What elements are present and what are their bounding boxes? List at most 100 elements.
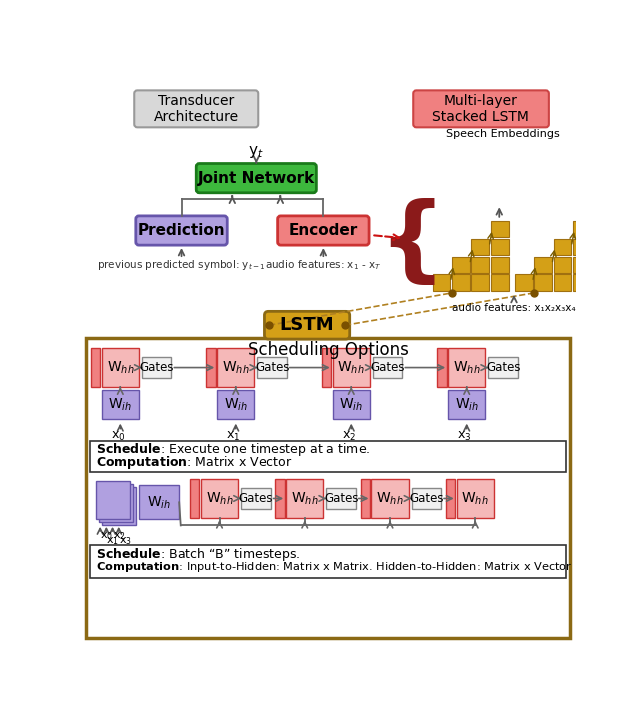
Bar: [322, 348, 331, 387]
Text: W$_{hh}$: W$_{hh}$: [291, 490, 319, 507]
Text: W$_{ih}$: W$_{ih}$: [454, 397, 479, 412]
Bar: [491, 275, 509, 291]
Text: audio features: x₁x₂x₃x₄: audio features: x₁x₂x₃x₄: [452, 303, 576, 312]
FancyBboxPatch shape: [278, 216, 369, 245]
Bar: [241, 487, 271, 509]
Text: W$_{ih}$: W$_{ih}$: [147, 494, 171, 510]
Bar: [139, 485, 179, 519]
Bar: [95, 481, 129, 519]
Bar: [452, 257, 470, 273]
Text: x$_0$: x$_0$: [100, 531, 113, 542]
Text: Gates: Gates: [324, 492, 358, 505]
Text: W$_{ih}$: W$_{ih}$: [108, 397, 132, 412]
Text: Gates: Gates: [140, 361, 174, 374]
Bar: [142, 357, 172, 379]
Bar: [91, 348, 100, 387]
Text: W$_{ih}$: W$_{ih}$: [224, 397, 248, 412]
Text: Prediction: Prediction: [138, 223, 225, 238]
Bar: [371, 479, 408, 518]
FancyBboxPatch shape: [196, 164, 316, 193]
Bar: [573, 221, 591, 237]
Text: W$_{hh}$: W$_{hh}$: [461, 490, 489, 507]
Bar: [472, 257, 489, 273]
Bar: [373, 357, 403, 379]
Bar: [206, 348, 216, 387]
Bar: [90, 441, 566, 472]
Bar: [534, 275, 552, 291]
Text: x$_0$: x$_0$: [111, 430, 125, 443]
Bar: [448, 348, 485, 387]
Bar: [472, 275, 489, 291]
Text: $\bf{Schedule}$: Batch “B” timesteps.: $\bf{Schedule}$: Batch “B” timesteps.: [95, 547, 300, 563]
Text: previous predicted symbol: y$_{t-1}$: previous predicted symbol: y$_{t-1}$: [97, 258, 266, 272]
Bar: [472, 239, 489, 255]
Bar: [102, 390, 139, 419]
Bar: [437, 348, 447, 387]
Text: Joint Network: Joint Network: [198, 171, 315, 185]
Bar: [86, 337, 570, 638]
Text: Gates: Gates: [486, 361, 520, 374]
FancyBboxPatch shape: [264, 311, 349, 339]
Text: W$_{hh}$: W$_{hh}$: [205, 490, 233, 507]
Bar: [573, 275, 591, 291]
Bar: [102, 487, 136, 526]
Text: audio features: x$_1$ - x$_T$: audio features: x$_1$ - x$_T$: [265, 258, 381, 272]
Text: x$_3$: x$_3$: [457, 430, 472, 443]
Text: Gates: Gates: [371, 361, 405, 374]
Text: LSTM: LSTM: [280, 317, 334, 335]
Bar: [554, 239, 572, 255]
Text: x$_2$: x$_2$: [113, 531, 125, 542]
Bar: [286, 479, 323, 518]
Text: y$_t$: y$_t$: [248, 144, 264, 160]
Bar: [515, 275, 532, 291]
Text: Scheduling Options: Scheduling Options: [248, 341, 408, 359]
Bar: [333, 348, 370, 387]
Text: $\bf{Computation}$: Input-to-Hidden: Matrix x Matrix. Hidden-to-Hidden: Matrix x: $\bf{Computation}$: Input-to-Hidden: Mat…: [95, 560, 572, 574]
FancyBboxPatch shape: [134, 90, 259, 128]
Text: Multi-layer
Stacked LSTM: Multi-layer Stacked LSTM: [432, 94, 529, 124]
Bar: [491, 221, 509, 237]
Text: {: {: [378, 198, 445, 291]
Text: x$_2$: x$_2$: [342, 430, 356, 443]
Text: x$_1$: x$_1$: [227, 430, 241, 443]
Text: Speech Embeddings: Speech Embeddings: [445, 129, 559, 139]
Bar: [190, 479, 199, 518]
Text: W$_{hh}$: W$_{hh}$: [376, 490, 404, 507]
Bar: [573, 257, 591, 273]
Text: W$_{hh}$: W$_{hh}$: [453, 359, 481, 376]
Text: Transducer
Architecture: Transducer Architecture: [154, 94, 239, 124]
Text: W$_{hh}$: W$_{hh}$: [222, 359, 250, 376]
Bar: [448, 390, 485, 419]
Text: x$_1$: x$_1$: [106, 535, 119, 547]
Bar: [534, 257, 552, 273]
Text: x$_3$: x$_3$: [119, 535, 132, 547]
Bar: [275, 479, 285, 518]
Text: Gates: Gates: [239, 492, 273, 505]
Text: $\bf{Computation}$: Matrix x Vector: $\bf{Computation}$: Matrix x Vector: [95, 454, 292, 471]
Bar: [99, 484, 132, 522]
Text: Gates: Gates: [409, 492, 444, 505]
Bar: [488, 357, 518, 379]
Bar: [573, 239, 591, 255]
FancyBboxPatch shape: [136, 216, 227, 245]
Bar: [326, 487, 356, 509]
Text: $\bf{Schedule}$: Execute one timestep at a time.: $\bf{Schedule}$: Execute one timestep at…: [95, 441, 370, 459]
Bar: [90, 546, 566, 578]
Text: Gates: Gates: [255, 361, 289, 374]
Text: W$_{ih}$: W$_{ih}$: [339, 397, 364, 412]
Text: W$_{hh}$: W$_{hh}$: [337, 359, 365, 376]
Text: W$_{hh}$: W$_{hh}$: [106, 359, 134, 376]
Bar: [457, 479, 494, 518]
Bar: [412, 487, 441, 509]
Bar: [452, 275, 470, 291]
FancyBboxPatch shape: [413, 90, 549, 128]
Bar: [446, 479, 455, 518]
Bar: [201, 479, 238, 518]
Bar: [257, 357, 287, 379]
Bar: [333, 390, 370, 419]
Bar: [217, 348, 254, 387]
Bar: [360, 479, 370, 518]
Bar: [491, 257, 509, 273]
Bar: [554, 275, 572, 291]
Bar: [491, 239, 509, 255]
